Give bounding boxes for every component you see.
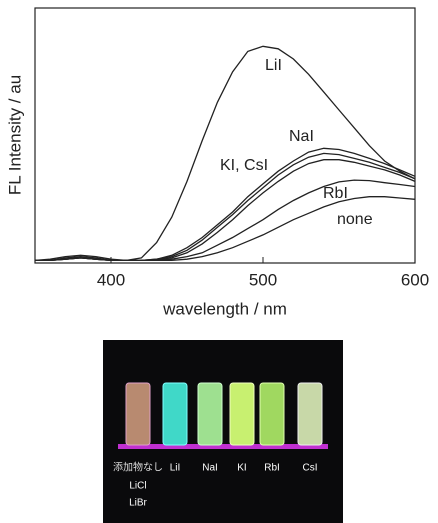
- x-axis-label: wavelength / nm: [162, 299, 287, 318]
- series-line: [35, 159, 416, 262]
- photo-label: NaI: [202, 463, 218, 474]
- plot-frame: [34, 7, 416, 264]
- x-tick-label: 500: [249, 270, 277, 289]
- photo-label: CsI: [303, 463, 318, 474]
- x-tick-label: 400: [97, 270, 125, 289]
- photo: 添加物なし LiCl LiBr LiI NaI KI RbI CsI: [103, 340, 343, 523]
- series-line: [35, 147, 416, 262]
- photo-label: RbI: [264, 463, 280, 474]
- curve-label: LiI: [265, 57, 282, 74]
- photo-label: LiCl: [129, 481, 146, 492]
- y-axis-label: FL Intensity / au: [5, 75, 24, 195]
- photo-label: KI: [237, 463, 246, 474]
- photo-label: LiBr: [129, 498, 147, 509]
- curve-label: NaI: [289, 128, 314, 145]
- curve-label: none: [337, 211, 373, 228]
- curve-label: RbI: [323, 185, 348, 202]
- photo-label: 添加物なし: [113, 461, 163, 474]
- photo-label: LiI: [170, 463, 181, 474]
- series-line: [34, 45, 416, 262]
- x-tick-label: 600: [401, 270, 429, 289]
- curve-label: KI, CsI: [220, 157, 268, 174]
- series-line: [35, 196, 416, 262]
